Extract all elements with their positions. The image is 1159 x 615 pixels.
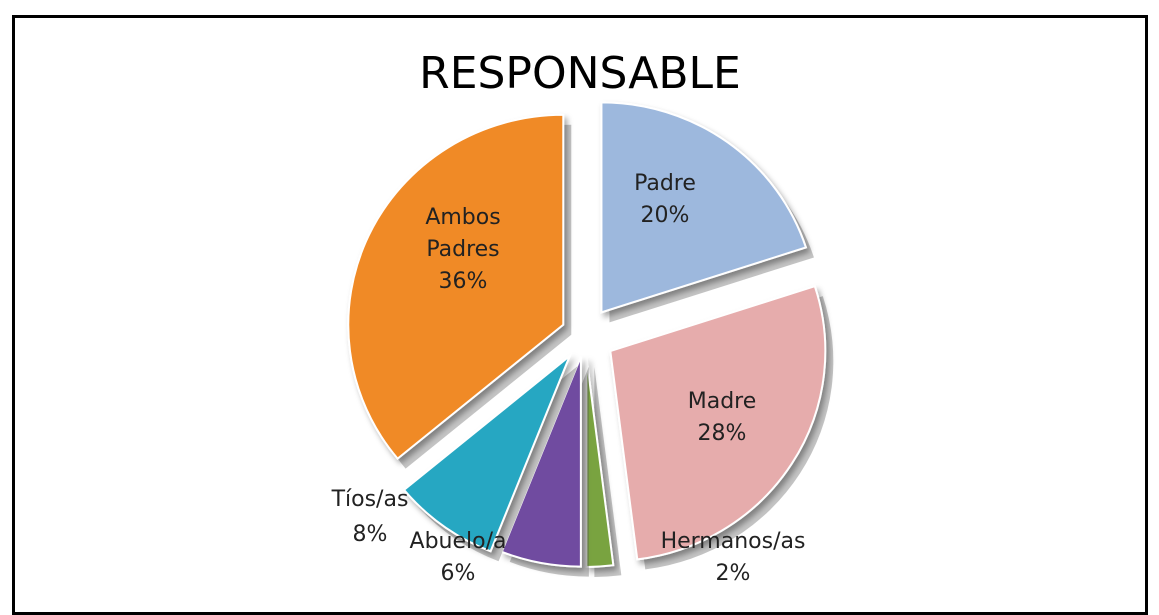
slice-label-name: Hermanos/as bbox=[661, 529, 806, 554]
slice-label-value: 36% bbox=[439, 269, 488, 294]
slice-label-value: 8% bbox=[353, 522, 388, 547]
slice-label-name: Tíos/as bbox=[331, 487, 409, 512]
pie-chart: RESPONSABLE Padre 20% Madre 28% Hermanos/as 2… bbox=[331, 48, 834, 586]
slice-label-name: Madre bbox=[688, 389, 757, 414]
slice-label-value: 28% bbox=[698, 421, 747, 446]
pie-slice-padre bbox=[600, 101, 808, 314]
slice-label-value: 6% bbox=[441, 561, 476, 586]
chart-title: RESPONSABLE bbox=[419, 48, 741, 99]
pie-slice-t-os-as bbox=[402, 352, 573, 553]
slice-label-name: Padre bbox=[634, 171, 696, 196]
slice-label-value: 2% bbox=[716, 561, 751, 586]
pie-slice-abuelo-a bbox=[500, 356, 582, 568]
slice-label-name: Padres bbox=[426, 237, 499, 262]
slice-label-name: Abuelo/a bbox=[410, 529, 507, 554]
pie-slice-ambos-padres bbox=[347, 113, 565, 461]
chart-frame: RESPONSABLE Padre 20% Madre 28% Hermanos/as 2… bbox=[12, 15, 1148, 615]
pie-slice-hermanos-as bbox=[585, 356, 615, 568]
slice-label-name: Ambos bbox=[425, 205, 500, 230]
pie-slice-madre bbox=[609, 284, 827, 561]
slice-label-value: 20% bbox=[641, 203, 690, 228]
